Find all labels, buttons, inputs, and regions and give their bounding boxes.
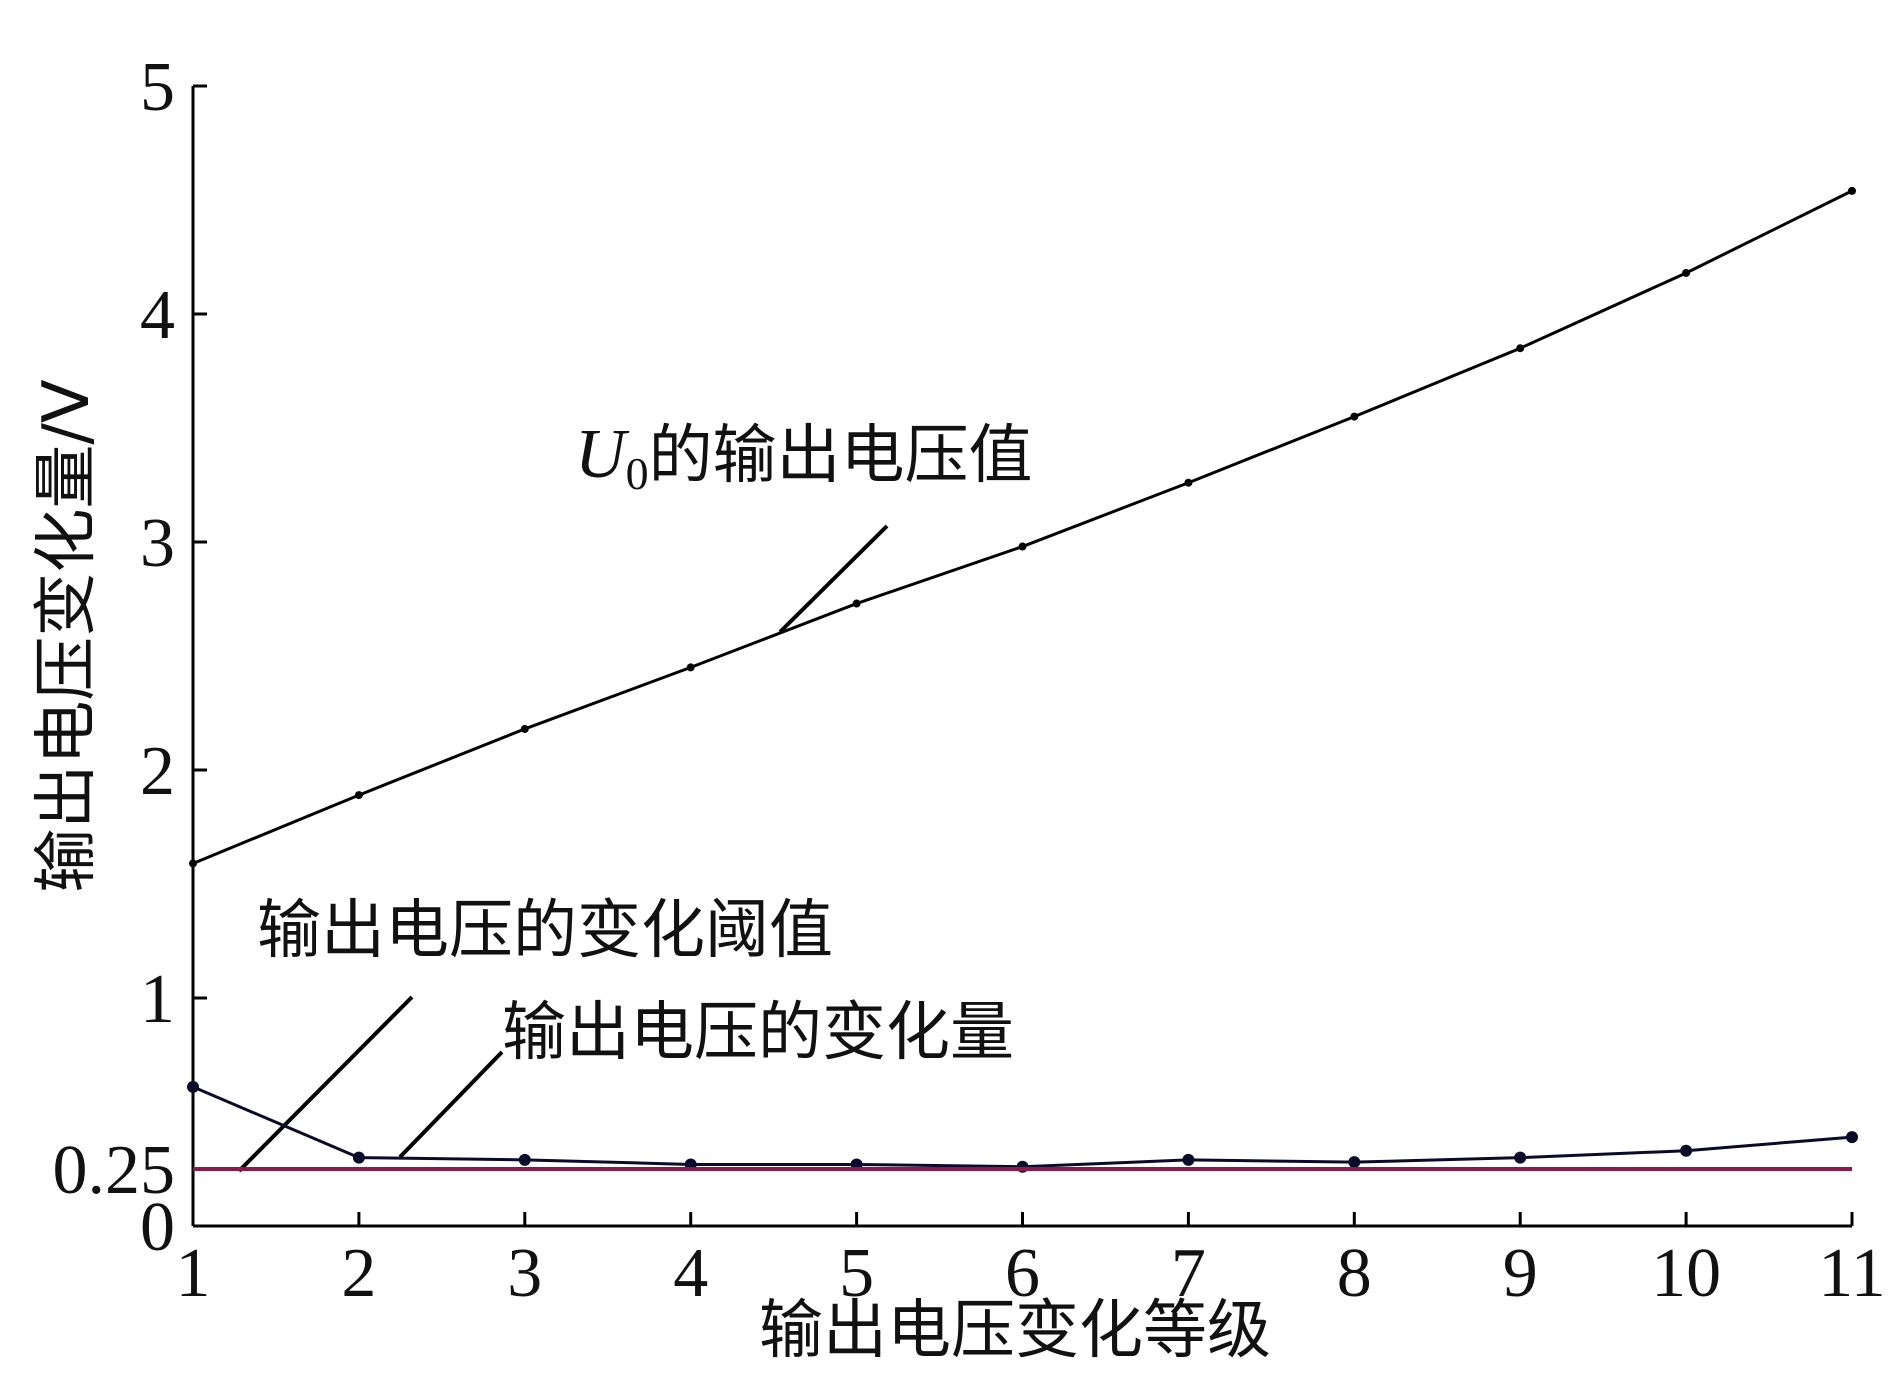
annotation-part: U	[575, 416, 630, 493]
point	[352, 1151, 365, 1164]
annotation-part: 的输出电压值	[649, 419, 1033, 493]
leader-line	[778, 524, 889, 634]
point	[189, 859, 197, 868]
point	[1848, 186, 1856, 195]
y-tick-label: 0	[140, 1189, 175, 1266]
leader-line	[237, 995, 414, 1173]
annotation-part: 0	[626, 448, 649, 499]
series-line	[192, 1085, 1853, 1169]
leader-line	[398, 1050, 504, 1159]
x-tick-label: 4	[673, 1235, 708, 1312]
y-tick-label: 3	[140, 505, 175, 582]
point	[852, 599, 861, 608]
y-tick-label: 2	[140, 733, 175, 810]
y-tick-label: 1	[140, 961, 175, 1038]
point	[1846, 1131, 1858, 1144]
y-tick-label: 4	[140, 277, 175, 354]
point	[518, 1153, 531, 1166]
x-tick-label: 3	[507, 1235, 542, 1312]
series-line	[192, 189, 1853, 865]
x-tick-label: 9	[1503, 1235, 1538, 1312]
x-tick-label: 7	[1171, 1235, 1206, 1312]
annotation-part: 输出电压的变化阈值	[257, 894, 833, 968]
point	[187, 1080, 199, 1093]
x-tick-label: 8	[1337, 1235, 1372, 1312]
x-tick-label: 1	[176, 1235, 211, 1312]
point	[1516, 344, 1525, 353]
x-tick-label: 5	[839, 1235, 874, 1312]
point	[1184, 478, 1193, 487]
annotation: 输出电压的变化阈值	[257, 894, 833, 968]
x-tick-label: 2	[341, 1235, 376, 1312]
point	[1350, 412, 1359, 421]
point	[520, 724, 529, 733]
y-axis-label: 输出电压变化量/V	[30, 379, 104, 893]
x-tick-label: 10	[1651, 1235, 1721, 1312]
x-axis-label: 输出电压变化等级	[759, 1294, 1271, 1368]
annotation-part: 输出电压的变化量	[502, 996, 1014, 1070]
point	[1680, 1144, 1693, 1157]
point	[1018, 542, 1027, 551]
point	[1514, 1151, 1527, 1164]
point	[1182, 1153, 1195, 1166]
point	[1682, 268, 1691, 277]
point	[354, 791, 363, 800]
y-tick-label: 0.25	[53, 1132, 176, 1209]
x-tick-label: 11	[1818, 1235, 1885, 1312]
point	[1348, 1156, 1361, 1169]
x-tick-label: 6	[1005, 1235, 1040, 1312]
y-tick-label: 5	[140, 49, 175, 126]
annotation: 输出电压的变化量	[502, 996, 1014, 1070]
point	[686, 663, 695, 672]
annotation: U0的输出电压值	[575, 416, 1033, 499]
